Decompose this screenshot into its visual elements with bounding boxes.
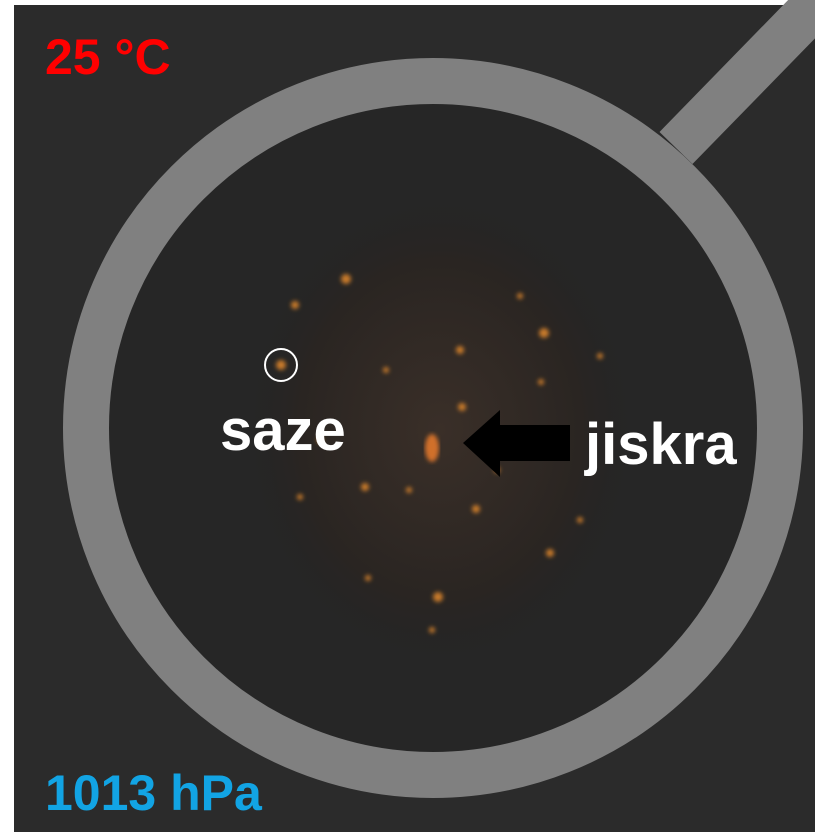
temperature: 25 °C — [45, 29, 171, 85]
spark — [425, 434, 439, 462]
pressure: 1013 hPa — [45, 765, 263, 821]
spark-label: jiskra — [584, 412, 737, 477]
droplet-label: saze — [220, 398, 346, 463]
scene: 25 °C 1013 hPa saze jiskra — [0, 0, 815, 832]
